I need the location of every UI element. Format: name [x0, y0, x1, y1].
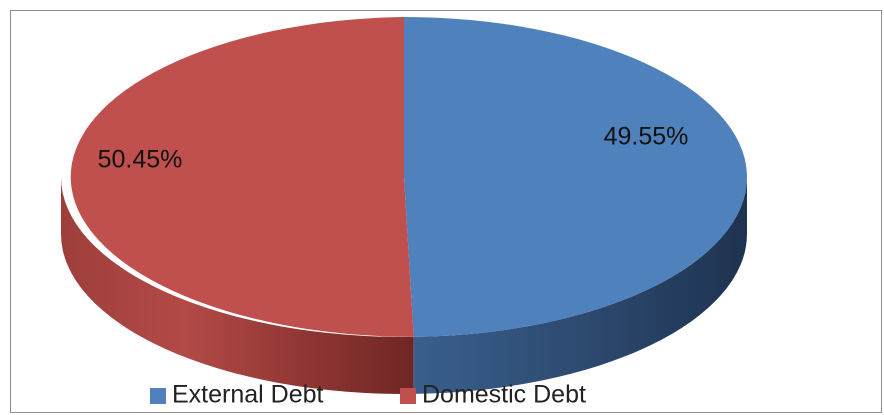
slice-domestic-debt — [70, 17, 414, 337]
legend: External Debt Domestic Debt — [150, 381, 586, 409]
legend-swatch-domestic-debt — [400, 388, 416, 404]
slice-external-debt — [404, 17, 747, 337]
legend-label-external-debt: External Debt — [172, 381, 324, 409]
slice-side-external-debt — [413, 177, 747, 394]
slice-side-domestic-debt — [61, 177, 414, 394]
legend-label-domestic-debt: Domestic Debt — [422, 381, 586, 409]
legend-swatch-external-debt — [150, 388, 166, 404]
data-label-external-debt: 49.55% — [604, 123, 689, 151]
data-label-domestic-debt: 50.45% — [98, 146, 183, 174]
data-labels: 49.55% 50.45% — [98, 123, 689, 174]
pie-slices — [61, 17, 747, 394]
